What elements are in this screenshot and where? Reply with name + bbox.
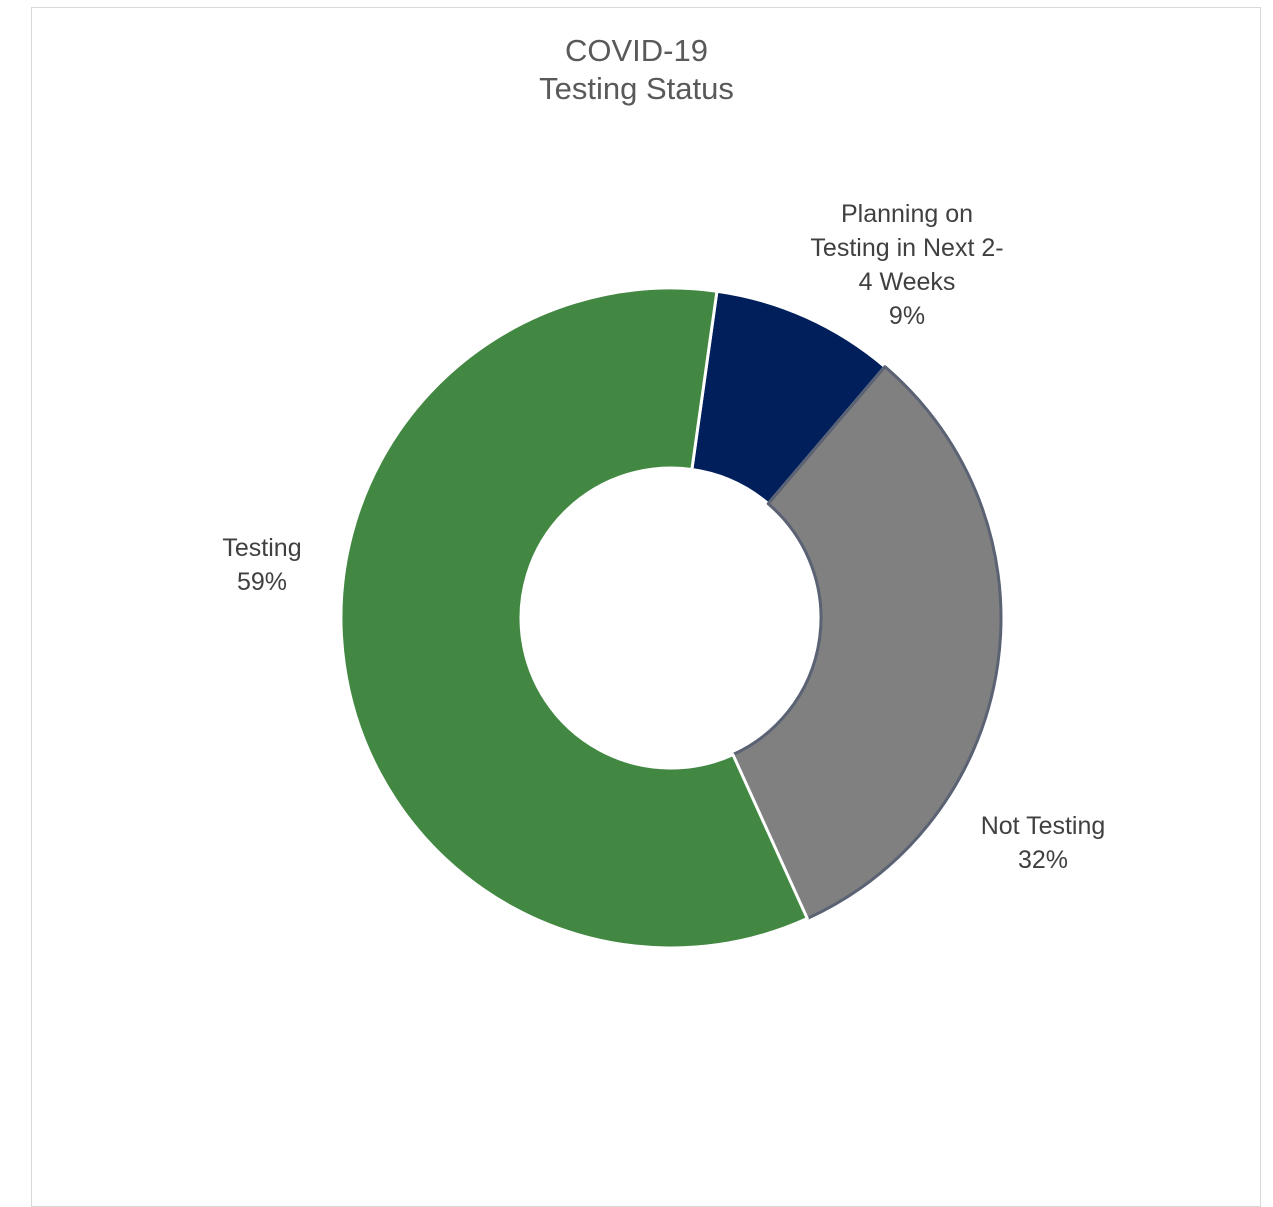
slice-testing [339, 286, 809, 950]
chart-title: COVID-19 Testing Status [0, 32, 1273, 108]
data-label-testing: Testing 59% [222, 534, 301, 596]
donut-slices [339, 286, 1003, 950]
data-label-line: 4 Weeks [859, 268, 956, 296]
slice-not-testing [731, 365, 1003, 921]
data-label-line: Testing in Next 2- [810, 234, 1003, 262]
chart-title-line-1: COVID-19 [565, 33, 708, 68]
data-label-line: Not Testing [981, 812, 1106, 840]
data-label-line: Testing [222, 534, 301, 562]
data-labels: Planning on Testing in Next 2- 4 Weeks 9% No… [222, 200, 1105, 874]
chart-title-line-2: Testing Status [539, 71, 734, 106]
data-label-planning-on-testing-in-next-2-4-weeks: Planning on Testing in Next 2- 4 Weeks 9% [810, 200, 1003, 330]
chart-area [31, 7, 1261, 1207]
data-label-not-testing: Not Testing 32% [981, 812, 1106, 874]
data-label-line: Planning on [841, 200, 973, 228]
data-label-value: 9% [889, 302, 925, 330]
data-label-value: 32% [1018, 846, 1068, 874]
data-label-value: 59% [237, 568, 287, 596]
